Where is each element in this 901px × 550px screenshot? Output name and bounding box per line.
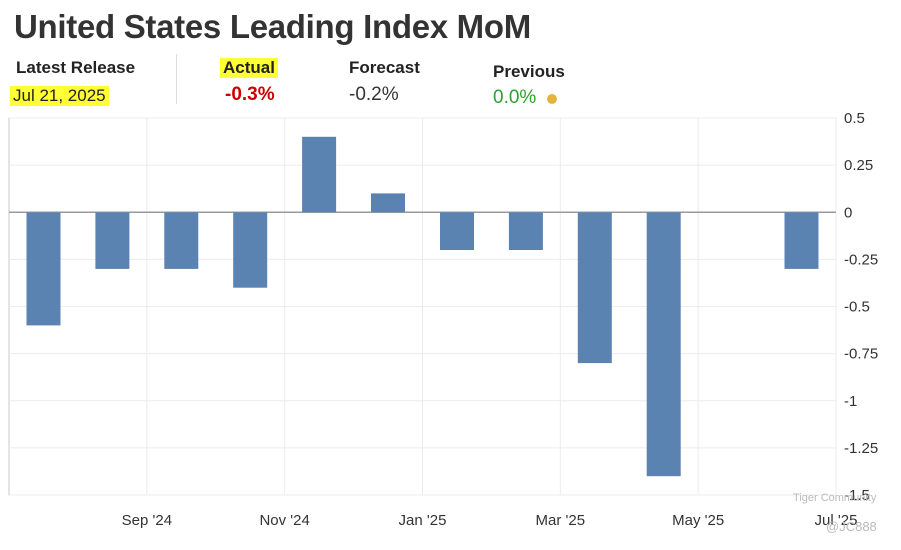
- y-tick-label: -1.5: [844, 487, 870, 504]
- x-tick-label: Jan '25: [399, 512, 447, 529]
- actual-label: Actual: [220, 58, 278, 78]
- previous-label: Previous: [493, 62, 565, 81]
- bar-dec-24: [302, 136, 337, 213]
- x-tick-label: May '25: [672, 512, 724, 529]
- previous-value: 0.0%: [493, 87, 537, 108]
- y-tick-label: -1.25: [844, 440, 878, 457]
- x-tick-label: Nov '24: [259, 512, 309, 529]
- y-tick-label: -1: [844, 393, 857, 410]
- bar-mar-25: [508, 212, 543, 250]
- bar-nov-24: [233, 212, 268, 288]
- header-divider: [176, 54, 177, 104]
- x-tick-label: Mar '25: [536, 512, 586, 529]
- bar-jul-25: [784, 212, 819, 269]
- watermark-user: @JC888: [826, 519, 877, 534]
- latest-release-date: Jul 21, 2025: [10, 86, 109, 106]
- bar-sep-24: [95, 212, 130, 269]
- bar-aug-24: [26, 212, 61, 326]
- watermark-community: Tiger Community: [793, 492, 877, 504]
- y-tick-label: -0.75: [844, 346, 878, 363]
- x-tick-label: Jul '25: [815, 512, 858, 529]
- forecast-label: Forecast: [349, 58, 420, 77]
- previous-indicator-dot: [547, 94, 557, 104]
- bar-apr-25: [577, 212, 612, 364]
- bar-may-25: [646, 212, 681, 477]
- bar-jan-25: [371, 193, 405, 213]
- page-title: United States Leading Index MoM: [14, 8, 531, 45]
- y-tick-label: 0.25: [844, 157, 873, 174]
- latest-release-label: Latest Release: [16, 58, 136, 77]
- y-tick-label: -0.5: [844, 299, 870, 316]
- y-tick-label: -0.25: [844, 251, 878, 268]
- x-tick-label: Sep '24: [122, 512, 172, 529]
- bar-oct-24: [164, 212, 199, 269]
- bar-feb-25: [440, 212, 474, 250]
- actual-value: -0.3%: [225, 84, 275, 105]
- y-tick-label: 0: [844, 204, 852, 221]
- y-tick-label: 0.5: [844, 110, 865, 127]
- forecast-value: -0.2%: [349, 84, 399, 105]
